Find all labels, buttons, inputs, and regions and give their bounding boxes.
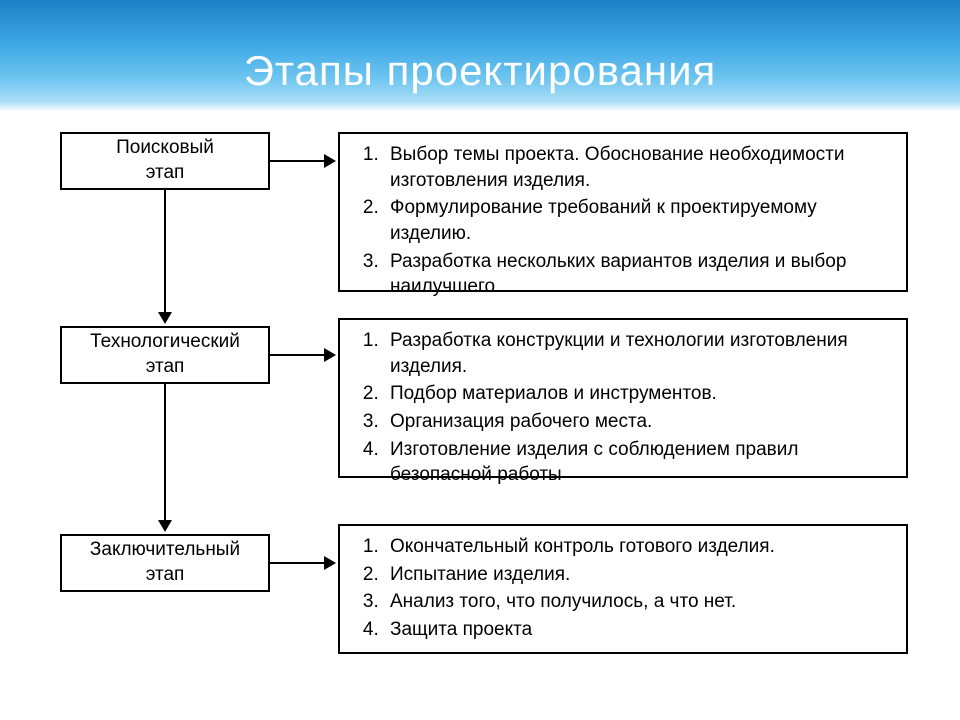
list-item: Выбор темы проекта. Обоснование необходи… [384, 142, 892, 193]
list-item: Разработка нескольких вариантов изделия … [384, 249, 892, 300]
list-item: Испытание изделия. [384, 562, 892, 588]
arrow-down-icon [164, 190, 166, 314]
arrow-down-icon [164, 384, 166, 522]
stage-box-tech: Технологический этап [60, 326, 270, 384]
detail-list: Выбор темы проекта. Обоснование необходи… [354, 142, 892, 300]
list-item: Окончательный контроль готового изделия. [384, 534, 892, 560]
stage-label-line2: этап [146, 161, 185, 186]
list-item: Разработка конструкции и технологии изго… [384, 328, 892, 379]
diagram-content: Поисковый этап Выбор темы проекта. Обосн… [0, 112, 960, 720]
arrow-head-right-icon [324, 154, 336, 168]
list-item: Формулирование требований к проектируемо… [384, 195, 892, 246]
arrow-head-right-icon [324, 348, 336, 362]
detail-box-search: Выбор темы проекта. Обоснование необходи… [338, 132, 908, 292]
arrow-right-icon [270, 160, 326, 162]
list-item: Защита проекта [384, 617, 892, 643]
stage-label-line1: Заключительный [90, 538, 240, 563]
page-title: Этапы проектирования [244, 47, 717, 95]
list-item: Анализ того, что получилось, а что нет. [384, 589, 892, 615]
stage-box-search: Поисковый этап [60, 132, 270, 190]
list-item: Подбор материалов и инструментов. [384, 381, 892, 407]
arrow-right-icon [270, 562, 326, 564]
detail-list: Разработка конструкции и технологии изго… [354, 328, 892, 488]
header: Этапы проектирования [0, 0, 960, 112]
detail-box-final: Окончательный контроль готового изделия.… [338, 524, 908, 654]
arrow-head-right-icon [324, 556, 336, 570]
stage-label-line2: этап [146, 355, 185, 380]
stage-label-line2: этап [146, 563, 185, 588]
stage-box-final: Заключительный этап [60, 534, 270, 592]
arrow-right-icon [270, 354, 326, 356]
list-item: Организация рабочего места. [384, 409, 892, 435]
stage-label-line1: Технологический [90, 330, 240, 355]
detail-box-tech: Разработка конструкции и технологии изго… [338, 318, 908, 478]
arrow-head-down-icon [158, 520, 172, 532]
arrow-head-down-icon [158, 312, 172, 324]
list-item: Изготовление изделия с соблюдением прави… [384, 437, 892, 488]
detail-list: Окончательный контроль готового изделия.… [354, 534, 892, 643]
stage-label-line1: Поисковый [116, 136, 214, 161]
